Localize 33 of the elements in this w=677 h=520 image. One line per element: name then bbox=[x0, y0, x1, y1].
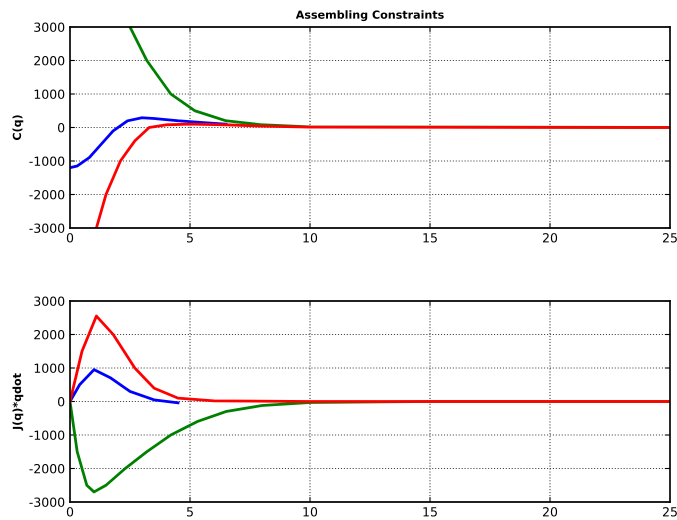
y-axis-title: C(q) bbox=[12, 115, 24, 140]
x-tick-label: 0 bbox=[66, 507, 74, 517]
y-tick-label: 3000 bbox=[34, 22, 64, 32]
y-tick-label: 1000 bbox=[34, 89, 64, 99]
x-tick-label: 10 bbox=[303, 233, 318, 243]
y-tick-label: -3000 bbox=[29, 223, 64, 233]
line-series bbox=[70, 116, 228, 170]
x-tick-label: 25 bbox=[662, 233, 677, 243]
y-tick-label: -1000 bbox=[29, 430, 64, 440]
line-series bbox=[70, 314, 670, 403]
y-tick-label: 3000 bbox=[34, 296, 64, 306]
x-tick-label: 5 bbox=[186, 507, 193, 517]
x-tick-label: 0 bbox=[66, 233, 74, 243]
x-tick-label: 5 bbox=[186, 233, 193, 243]
y-tick-label: 1000 bbox=[34, 363, 64, 373]
y-tick-label: 0 bbox=[58, 122, 64, 132]
y-tick-label: 0 bbox=[58, 396, 64, 406]
line-series bbox=[70, 368, 180, 404]
y-tick-label: 2000 bbox=[34, 330, 64, 340]
y-axis-title: J(q)*qdot bbox=[12, 373, 24, 431]
y-tick-label: 2000 bbox=[34, 56, 64, 66]
x-tick-label: 20 bbox=[542, 507, 558, 517]
x-tick-label: 10 bbox=[303, 507, 318, 517]
x-tick-label: 25 bbox=[662, 507, 677, 517]
y-tick-label: -3000 bbox=[29, 497, 64, 507]
x-tick-label: 15 bbox=[423, 233, 437, 243]
y-tick-label: -2000 bbox=[29, 190, 64, 200]
y-tick-label: -2000 bbox=[29, 464, 64, 474]
x-tick-label: 15 bbox=[423, 507, 437, 517]
line-series bbox=[95, 122, 670, 228]
chart-title: Assembling Constraints bbox=[296, 10, 444, 22]
x-tick-label: 20 bbox=[542, 233, 558, 243]
y-tick-label: -1000 bbox=[29, 156, 64, 166]
